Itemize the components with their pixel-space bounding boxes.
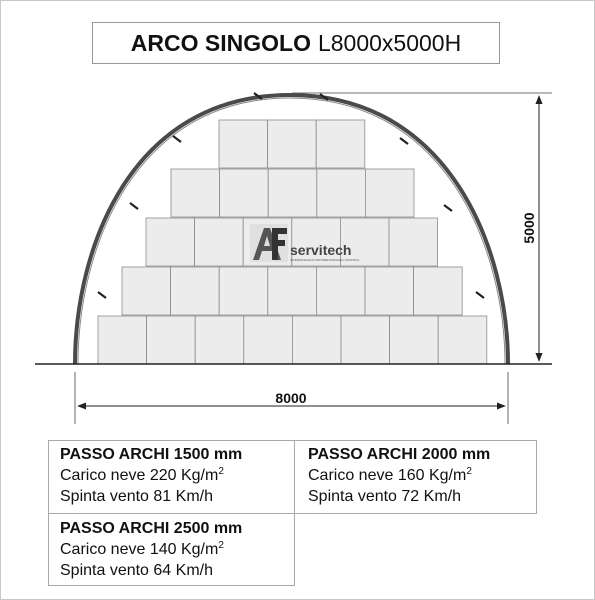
title-bold: ARCO SINGOLO [130, 29, 311, 56]
arch-joint [399, 137, 409, 145]
pallet-block [170, 266, 220, 316]
pallet-block [291, 217, 341, 267]
spec-snow-load: Carico neve 140 Kg/m2 [60, 540, 224, 559]
height-label: 5000 [521, 212, 537, 243]
pallet-block [389, 315, 439, 365]
title-box: ARCO SINGOLO L8000x5000H [92, 22, 500, 64]
pallet-block [267, 168, 318, 218]
arch-joint [129, 202, 139, 210]
arch-joint [475, 291, 485, 299]
spec-snow-load: Carico neve 160 Kg/m2 [308, 466, 472, 485]
width-label: 8000 [275, 390, 306, 406]
pallet-block [364, 266, 414, 316]
table-border-top [48, 440, 537, 441]
pallet-block [316, 168, 366, 218]
title-dimensions: L8000x5000H [317, 29, 462, 56]
arch-joint [443, 204, 453, 212]
pallet-block [194, 217, 244, 267]
table-border-middle [48, 513, 537, 514]
spec-snow-load: Carico neve 220 Kg/m2 [60, 466, 224, 485]
pallet-block [364, 168, 415, 218]
pallet-block [218, 266, 269, 316]
spec-heading: PASSO ARCHI 1500 mm [60, 446, 243, 463]
pallet-block [267, 266, 317, 316]
table-border-left [48, 440, 49, 586]
arch-joint [172, 135, 182, 143]
spec-heading: PASSO ARCHI 2000 mm [308, 446, 491, 463]
arch-joint [97, 291, 107, 299]
pallet-block [243, 315, 293, 365]
spec-wind-load: Spinta vento 81 Km/h [60, 488, 213, 505]
table-border-bottom [48, 585, 295, 586]
servitech-logo: servitech INTERMODALE E MOVIMENTAZIONE L… [250, 224, 370, 264]
pallet-block [291, 315, 342, 365]
pallet-block [315, 119, 366, 169]
spec-cell-2000: PASSO ARCHI 2000 mm Carico neve 160 Kg/m… [308, 444, 490, 507]
logo-name: servitech [290, 242, 352, 258]
pallet-block [218, 119, 268, 169]
af-logo-icon [250, 224, 288, 262]
pallet-block [340, 315, 390, 365]
pallet-block [388, 217, 438, 267]
pallet-block [145, 217, 195, 267]
arch-joint [319, 93, 329, 101]
pallet-block [315, 266, 366, 316]
logo-tagline: INTERMODALE E MOVIMENTAZIONE LOGISTICA [290, 258, 360, 262]
arch-joints [97, 92, 485, 299]
pallet-block [437, 315, 488, 365]
pallet-block [194, 315, 245, 365]
stacked-pallets [97, 119, 488, 365]
pallet-block [121, 266, 171, 316]
spec-wind-load: Spinta vento 72 Km/h [308, 488, 461, 505]
pallet-block [146, 315, 196, 365]
pallet-block [413, 266, 463, 316]
spec-cell-2500: PASSO ARCHI 2500 mm Carico neve 140 Kg/m… [60, 518, 242, 581]
spec-cell-1500: PASSO ARCHI 1500 mm Carico neve 220 Kg/m… [60, 444, 242, 507]
table-border-right [536, 440, 537, 514]
table-border-divider [294, 440, 295, 586]
pallet-block [267, 119, 317, 169]
arch-joint [253, 92, 263, 100]
spec-table: PASSO ARCHI 1500 mm Carico neve 220 Kg/m… [48, 440, 537, 586]
spec-wind-load: Spinta vento 64 Km/h [60, 562, 213, 579]
arch-tube-highlight [77, 97, 506, 365]
pallet-block [339, 217, 390, 267]
pallet-block [97, 315, 147, 365]
spec-heading: PASSO ARCHI 2500 mm [60, 520, 243, 537]
pallet-block [170, 168, 220, 218]
pallet-block [219, 168, 269, 218]
arch-tube [73, 92, 510, 365]
